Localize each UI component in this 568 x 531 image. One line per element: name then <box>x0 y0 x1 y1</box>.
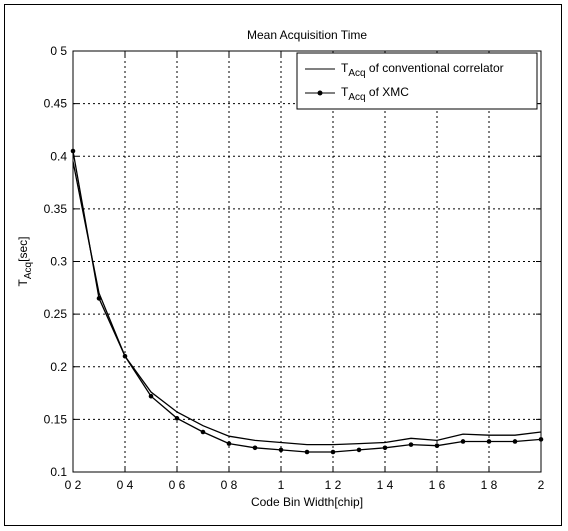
series-lines <box>70 148 544 455</box>
x-tick-label: 2 <box>538 478 545 492</box>
data-point <box>200 429 206 435</box>
data-point <box>122 353 128 359</box>
x-tick-label: 1 2 <box>325 478 342 492</box>
y-tick-label: 0 5 <box>50 44 67 58</box>
x-tick-label: 0 8 <box>221 478 238 492</box>
y-axis-label-sub: Acq <box>23 262 34 279</box>
line-chart: 0 2 0 4 0 6 0 8 1 1 2 1 4 1 6 1 8 2 0.1 0.15 0.2 0.25… <box>16 28 545 509</box>
y-axis-label: TAcq[sec] <box>16 237 34 287</box>
x-tick-label: 1 <box>278 478 285 492</box>
data-point <box>408 442 414 447</box>
y-tick-label: 0.4 <box>50 149 67 163</box>
data-point <box>96 296 102 301</box>
y-tick-label: 0.25 <box>44 307 68 321</box>
x-tick-label: 0 4 <box>117 478 134 492</box>
legend-marker-xmc <box>317 90 323 96</box>
chart-frame: 0 2 0 4 0 6 0 8 1 1 2 1 4 1 6 1 8 2 0.1 0.15 0.2 0.25… <box>4 4 562 526</box>
series-line-0 <box>72 161 542 446</box>
chart-title: Mean Acquisition Time <box>247 28 367 42</box>
data-point <box>486 439 492 444</box>
y-tick-label: 0.2 <box>50 360 67 374</box>
data-point <box>304 449 310 455</box>
data-point <box>174 416 180 421</box>
legend-entry-xmc: TAcq of XMC <box>341 85 409 103</box>
y-tick-label: 0.45 <box>44 97 68 111</box>
data-point <box>460 439 466 444</box>
data-point <box>512 439 518 444</box>
y-axis-label-suffix: [sec] <box>16 237 30 262</box>
legend-entry-conventional: TAcq of conventional correlator <box>341 61 504 79</box>
x-tick-label: 1 8 <box>481 478 498 492</box>
y-axis-label-main: T <box>16 278 30 286</box>
x-tick-label: 0 2 <box>65 478 82 492</box>
axis-ticks: 0 2 0 4 0 6 0 8 1 1 2 1 4 1 6 1 8 2 0.1 0.15 0.2 0.25… <box>44 44 545 492</box>
data-point <box>252 445 258 451</box>
legend-box <box>296 52 538 110</box>
data-point <box>330 449 336 455</box>
data-point <box>382 445 388 451</box>
y-tick-label: 0.35 <box>44 202 68 216</box>
data-point <box>148 393 154 399</box>
series-line-1 <box>72 150 542 453</box>
y-tick-label: 0.3 <box>50 255 67 269</box>
x-tick-label: 0 6 <box>169 478 186 492</box>
y-tick-label: 0.15 <box>44 412 68 426</box>
data-point <box>226 441 232 446</box>
x-tick-label: 1 6 <box>429 478 446 492</box>
x-axis-label: Code Bin Width[chip] <box>251 495 363 509</box>
data-point <box>278 447 284 453</box>
x-tick-label: 1 4 <box>377 478 394 492</box>
grid-lines <box>73 51 541 472</box>
y-tick-label: 0.1 <box>50 465 67 479</box>
data-point <box>356 447 362 453</box>
data-point <box>434 443 440 448</box>
legend: TAcq of conventional correlator TAcq of … <box>296 52 538 110</box>
svg-text:TAcq[sec]: TAcq[sec] <box>16 237 34 287</box>
